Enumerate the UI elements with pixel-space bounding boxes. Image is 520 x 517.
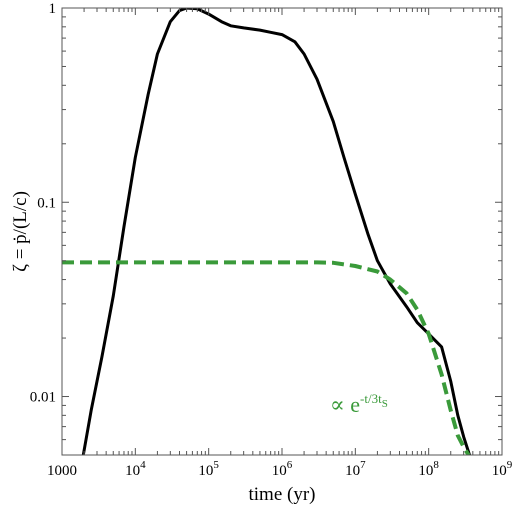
exponential-annotation: ∝ e-t/3tS: [330, 391, 388, 417]
ticks-layer: [61, 7, 503, 456]
x-tick-label: 104: [125, 459, 146, 479]
y-tick-label: 0.01: [30, 390, 56, 406]
x-tick-label: 109: [492, 459, 513, 479]
annotation-exponent: -t/3t: [360, 391, 382, 406]
x-tick-label: 108: [418, 459, 439, 479]
dashed-exponential-curve: [62, 260, 471, 455]
x-axis-label: time (yr): [248, 484, 315, 505]
annotation-base: ∝ e: [330, 392, 360, 417]
series-layer: [62, 8, 471, 455]
annotation-subscript: S: [382, 398, 388, 410]
x-tick-label: 1000: [47, 463, 77, 479]
plot-frame: [61, 7, 503, 456]
labels-layer: 1000 104 105 106 107 108 109 0.01 0.1 1: [30, 1, 513, 479]
x-tick-label: 105: [198, 459, 219, 479]
x-tick-label: 107: [345, 459, 366, 479]
x-tick-label: 106: [272, 459, 293, 479]
y-axis-label: ζ = ṗ/(L/c): [10, 191, 31, 272]
y-tick-label: 1: [49, 1, 57, 17]
solid-zeta-curve: [81, 8, 471, 455]
y-tick-label: 0.1: [37, 195, 56, 211]
